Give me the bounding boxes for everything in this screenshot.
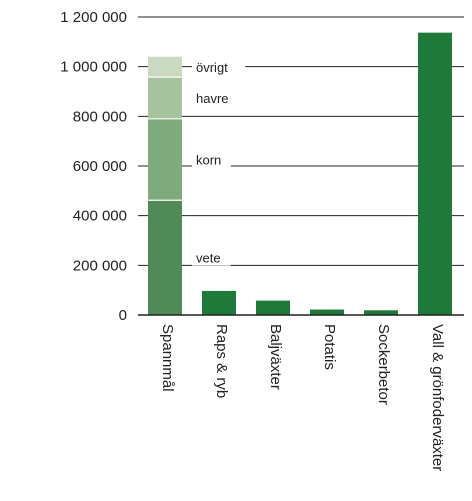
segment-label-mask	[192, 58, 246, 75]
gridlines	[138, 16, 464, 266]
y-tick-label: 800 000	[73, 108, 127, 125]
bar-segment-korn	[148, 118, 182, 201]
segment-label: korn	[196, 153, 221, 168]
category-label: Spannmål	[159, 324, 176, 392]
bar	[364, 310, 398, 315]
bar	[310, 309, 344, 315]
bars	[148, 32, 452, 316]
segment-labels: vete korn havre övrigt	[192, 58, 246, 266]
y-tick-label: 400 000	[73, 208, 127, 225]
segment-label: havre	[196, 91, 229, 106]
segment-label-mask	[192, 249, 231, 266]
category-labels: Spannmål Raps & ryb Baljväxter Potatis Socke…	[159, 324, 446, 471]
y-tick-label: 200 000	[73, 257, 127, 274]
bar	[256, 300, 290, 315]
segment-label: vete	[196, 251, 221, 266]
bar	[202, 290, 236, 315]
y-tick-label: 0	[119, 307, 127, 324]
segment-label-mask	[192, 151, 231, 168]
y-tick-label: 600 000	[73, 158, 127, 175]
category-label: Vall & grönfoderväxter	[429, 324, 446, 471]
y-tick-label: 1 000 000	[60, 59, 127, 76]
category-label: Sockerbetor	[375, 324, 392, 405]
segment-label-mask	[192, 89, 238, 106]
y-tick-label: 1 200 000	[60, 9, 127, 26]
bar-segment-övrigt	[148, 56, 182, 78]
y-axis-ticks: 0 200 000 400 000 600 000 800 000 1 000 000 1 …	[60, 9, 127, 324]
category-label: Baljväxter	[267, 324, 284, 390]
category-label: Potatis	[321, 324, 338, 370]
bar-segment-vete	[148, 200, 182, 315]
category-label: Raps & ryb	[213, 324, 230, 398]
bar-segment-havre	[148, 77, 182, 119]
segment-label: övrigt	[196, 60, 228, 75]
bar	[418, 32, 452, 316]
